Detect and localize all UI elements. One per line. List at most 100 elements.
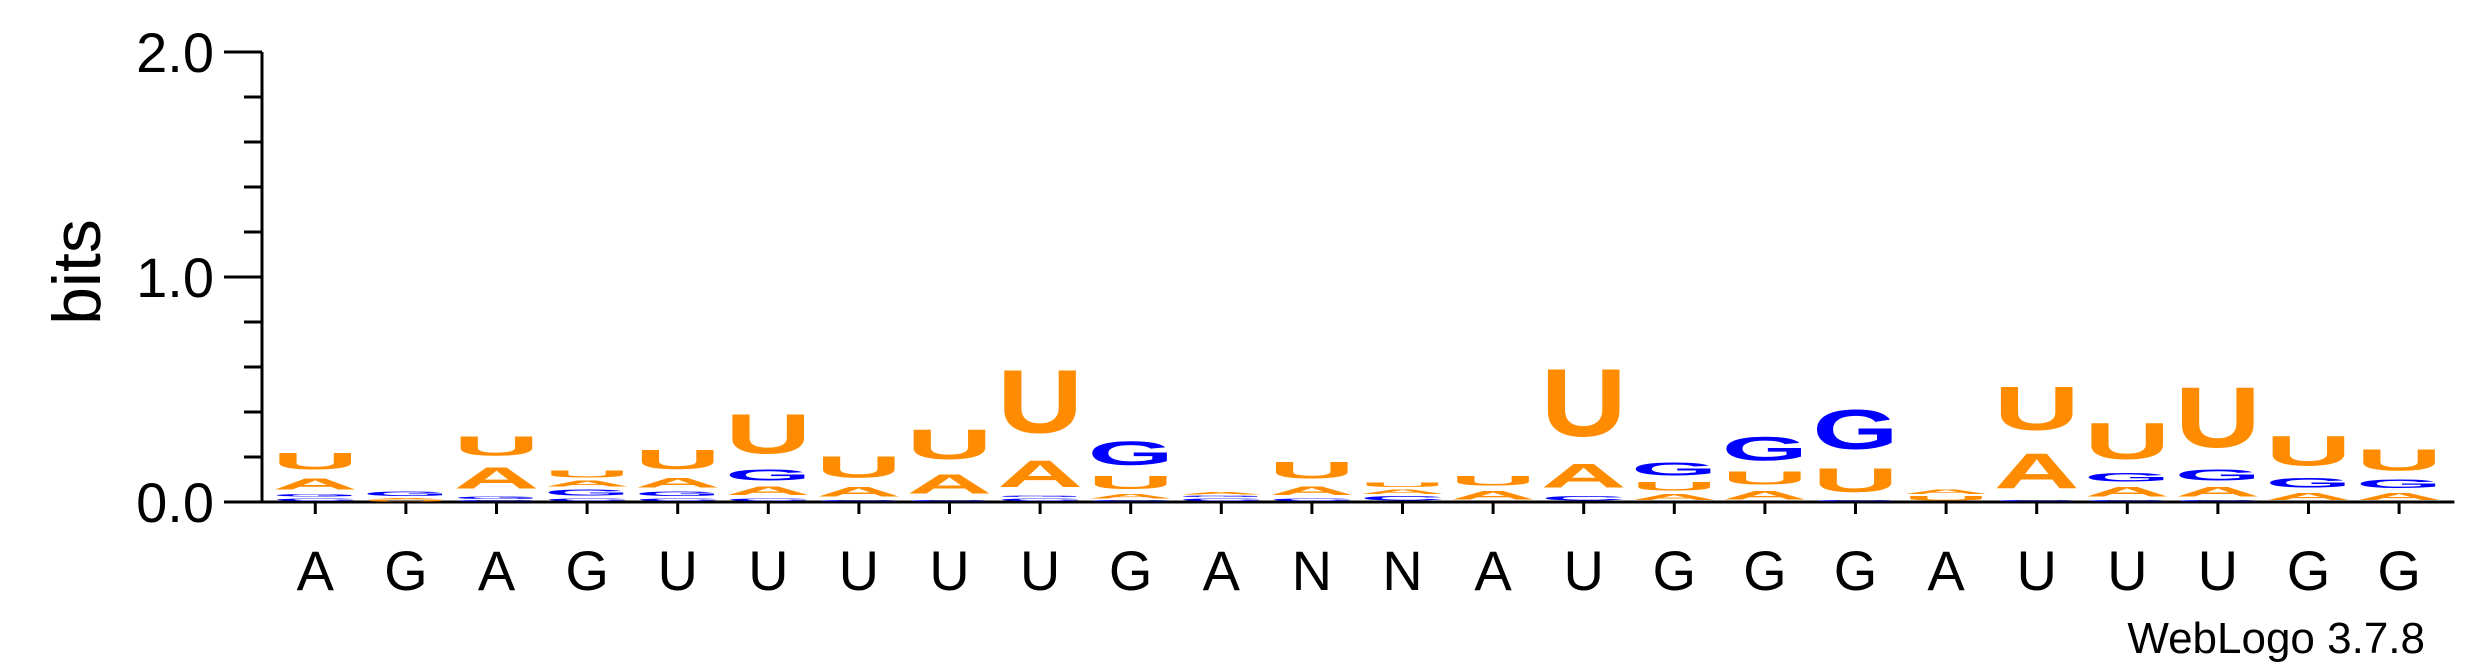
letter-stack: AGU (2356, 444, 2442, 502)
y-tick-label: 1.0 (136, 246, 214, 309)
letter-stack: UA (1903, 488, 1989, 501)
letter-U: U (1269, 457, 1355, 484)
letter-U: U (725, 403, 811, 466)
letter-A: A (1541, 457, 1627, 495)
letter-G: G (2266, 475, 2352, 491)
letter-A: A (363, 497, 449, 499)
x-tick-label: U (1020, 539, 1060, 602)
letter-stack: CAU (816, 450, 902, 502)
letter-A: A (454, 462, 540, 496)
letter-C: C (725, 497, 811, 501)
x-tick-label: U (2198, 539, 2238, 602)
y-tick-label: 0.0 (136, 471, 214, 534)
letter-G: G (363, 491, 449, 498)
letter-U: U (272, 448, 358, 475)
letter-G: G (997, 495, 1083, 497)
letter-stack: CAU (1541, 349, 1627, 502)
letter-U: U (2356, 444, 2442, 478)
letter-stack: CGA (1178, 491, 1264, 502)
letter-A: A (635, 475, 721, 491)
letter-C: C (1813, 500, 1899, 502)
letter-C: C (272, 497, 358, 501)
letter-A: A (907, 469, 993, 500)
letter-A: A (997, 452, 1083, 495)
letter-U: U (1631, 479, 1717, 493)
letter-U: U (363, 500, 449, 502)
letter-U: U (2084, 412, 2170, 470)
letter-A: A (1088, 493, 1174, 500)
letter-A: A (2266, 491, 2352, 502)
letter-A: A (1450, 488, 1536, 502)
letter-C: C (1360, 495, 1446, 502)
letter-C: C (1269, 497, 1355, 501)
x-tick-label: N (1292, 539, 1332, 602)
letter-A: A (725, 484, 811, 498)
letter-U: U (1360, 482, 1446, 489)
y-axis-label: bits (39, 219, 115, 325)
letter-U: U (454, 430, 540, 461)
letter-C: C (635, 497, 721, 501)
letter-G: G (2084, 470, 2170, 483)
letter-G: G (2175, 466, 2261, 484)
x-tick-label: A (1203, 539, 1241, 602)
letter-G: G (635, 491, 721, 498)
letter-U: U (997, 351, 1083, 452)
letter-U: U (1813, 461, 1899, 499)
letter-A: A (1178, 491, 1264, 495)
letter-U: U (1722, 468, 1808, 488)
letter-A: A (1903, 488, 1989, 495)
letter-A: A (1269, 484, 1355, 498)
letter-stack: AU (1450, 473, 1536, 502)
letter-stack: CAU (1994, 374, 2080, 502)
letter-stack: UAG (363, 491, 449, 502)
letter-C: C (544, 497, 630, 501)
letter-U: U (1541, 349, 1627, 457)
letter-A: A (272, 475, 358, 493)
letter-G: G (1178, 495, 1264, 497)
letter-U: U (635, 444, 721, 475)
x-tick-label: G (384, 539, 428, 602)
x-tick-label: U (2107, 539, 2147, 602)
letter-U: U (1088, 473, 1174, 493)
letter-G: G (454, 495, 540, 500)
letter-U: U (2175, 370, 2261, 466)
letter-stack: CAU (1269, 457, 1355, 502)
letter-G: G (2356, 477, 2442, 490)
letter-C: C (1178, 497, 1264, 501)
x-tick-label: G (2377, 539, 2421, 602)
letter-A: A (1994, 444, 2080, 500)
x-tick-label: U (839, 539, 879, 602)
x-tick-label: U (929, 539, 969, 602)
letter-A: A (2356, 491, 2442, 502)
letter-G: G (725, 466, 811, 484)
x-tick-label: G (1653, 539, 1697, 602)
letter-C: C (2175, 500, 2261, 502)
weblogo-credit: WebLogo 3.7.8 (2127, 614, 2425, 663)
letter-C: C (1994, 500, 2080, 502)
letter-stack: CAU (907, 421, 993, 502)
x-tick-label: G (1109, 539, 1153, 602)
letter-C: C (907, 500, 993, 502)
letter-A: A (2084, 484, 2170, 500)
letter-G: G (544, 488, 630, 497)
letter-A: A (1722, 488, 1808, 502)
x-tick-label: G (1834, 539, 1878, 602)
letter-C: C (1088, 500, 1174, 502)
letter-stack: AGU (2266, 427, 2352, 501)
letter-stacks: CGAUUAGCGAUCGAUCGAUCAGUCAUCAUCGAUCAUGCGA… (272, 349, 2442, 502)
letter-C: C (997, 497, 1083, 501)
x-tick-label: U (2016, 539, 2056, 602)
x-tick-label: G (1743, 539, 1787, 602)
letter-C: C (454, 500, 540, 502)
x-tick-label: A (297, 539, 335, 602)
letter-A: A (2175, 484, 2261, 500)
x-tick-label: A (1474, 539, 1512, 602)
letter-C: C (2084, 500, 2170, 502)
